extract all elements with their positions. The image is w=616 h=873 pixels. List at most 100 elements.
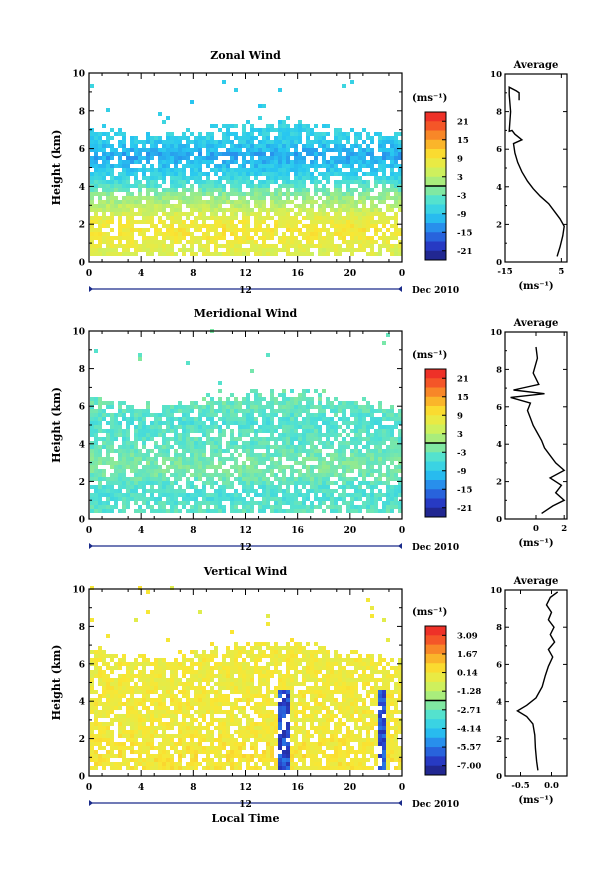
colorbar-segment: [425, 167, 446, 178]
heatmap-cell: [310, 164, 314, 168]
heatmap-cell: [346, 485, 350, 489]
heatmap-cell: [354, 429, 358, 433]
heatmap-cell: [158, 497, 162, 501]
heatmap-cell: [242, 152, 246, 156]
heatmap-cell: [98, 698, 102, 702]
heatmap-cell: [94, 485, 98, 489]
heatmap-cell: [230, 248, 234, 252]
heatmap-cell: [214, 650, 218, 654]
heatmap-cell: [334, 413, 338, 417]
heatmap-cell: [262, 196, 266, 200]
heatmap-cell: [286, 409, 290, 413]
heatmap-cell: [230, 405, 234, 409]
heatmap-cell: [362, 457, 366, 461]
heatmap-cell: [110, 730, 114, 734]
heatmap-cell: [386, 413, 390, 417]
heatmap-cell: [398, 168, 402, 172]
heatmap-cell: [198, 469, 202, 473]
heatmap-cell: [206, 144, 210, 148]
heatmap-cell: [122, 762, 126, 766]
heatmap-cell: [374, 505, 378, 509]
heatmap-cell: [398, 449, 402, 453]
heatmap-cell: [306, 497, 310, 501]
heatmap-cell: [234, 766, 238, 770]
heatmap-cell: [386, 505, 390, 509]
heatmap-cell: [358, 461, 362, 465]
heatmap-cell: [346, 457, 350, 461]
heatmap-cell: [382, 212, 386, 216]
colorbar-segment: [425, 121, 446, 131]
heatmap-cell: [118, 497, 122, 501]
heatmap-cell: [182, 710, 186, 714]
heatmap-cell: [158, 417, 162, 421]
heatmap-cell: [250, 413, 254, 417]
heatmap-cell: [154, 248, 158, 252]
heatmap-cell: [178, 192, 182, 196]
heatmap-cell: [182, 168, 186, 172]
heatmap-cell: [314, 212, 318, 216]
heatmap-cell: [374, 220, 378, 224]
heatmap-cell: [246, 160, 250, 164]
heatmap-cell: [302, 409, 306, 413]
heatmap-cell: [94, 493, 98, 497]
heatmap-cell: [242, 505, 246, 509]
heatmap-cell: [198, 240, 202, 244]
heatmap-cell: [318, 144, 322, 148]
heatmap-cell: [222, 132, 226, 136]
heatmap-cell: [250, 425, 254, 429]
heatmap-cell: [378, 176, 382, 180]
heatmap-cell: [226, 220, 230, 224]
heatmap-cell: [146, 682, 150, 686]
heatmap-cell: [358, 208, 362, 212]
heatmap-cell: [130, 192, 134, 196]
heatmap-cell: [106, 192, 110, 196]
heatmap-cell: [254, 232, 258, 236]
heatmap-cell: [110, 433, 114, 437]
heatmap-cell: [102, 140, 106, 144]
heatmap-cell: [258, 180, 262, 184]
colorbar-segment: [425, 461, 446, 472]
heatmap-cell: [370, 461, 374, 465]
heatmap-cell: [302, 441, 306, 445]
heatmap-cell: [362, 180, 366, 184]
heatmap-cell: [370, 136, 374, 140]
heatmap-cell: [126, 738, 130, 742]
heatmap-cell: [234, 248, 238, 252]
heatmap-cell: [222, 461, 226, 465]
heatmap-cell: [338, 228, 342, 232]
heatmap-cell: [166, 252, 170, 256]
heatmap-cell: [274, 244, 278, 248]
heatmap-cell: [310, 405, 314, 409]
heatmap-cell: [238, 244, 242, 248]
heatmap-cell: [90, 409, 94, 413]
heatmap-cell: [330, 489, 334, 493]
heatmap-cell: [158, 702, 162, 706]
heatmap-cell: [318, 413, 322, 417]
heatmap-cell: [190, 176, 194, 180]
heatmap-cell: [234, 252, 238, 256]
heatmap-cell: [118, 493, 122, 497]
heatmap-cell: [254, 453, 258, 457]
heatmap-cell: [106, 678, 110, 682]
heatmap-cell: [218, 489, 222, 493]
heatmap-cell: [186, 766, 190, 770]
heatmap-cell: [146, 698, 150, 702]
heatmap-cell: [198, 762, 202, 766]
heatmap-cell: [114, 208, 118, 212]
heatmap-cell: [98, 742, 102, 746]
heatmap-cell: [282, 421, 286, 425]
heatmap-cell: [342, 224, 346, 228]
heatmap-cell: [202, 710, 206, 714]
heatmap-cell: [258, 469, 262, 473]
heatmap-cell: [190, 662, 194, 666]
heatmap-cell: [138, 710, 142, 714]
heatmap-cell: [178, 666, 182, 670]
heatmap-cell: [278, 216, 282, 220]
heatmap-cell: [226, 417, 230, 421]
heatmap-cell: [390, 208, 394, 212]
heatmap-cell: [202, 224, 206, 228]
heatmap-cell: [358, 433, 362, 437]
heatmap-cell: [354, 509, 358, 513]
heatmap-cell: [146, 590, 150, 594]
heatmap-cell: [250, 445, 254, 449]
